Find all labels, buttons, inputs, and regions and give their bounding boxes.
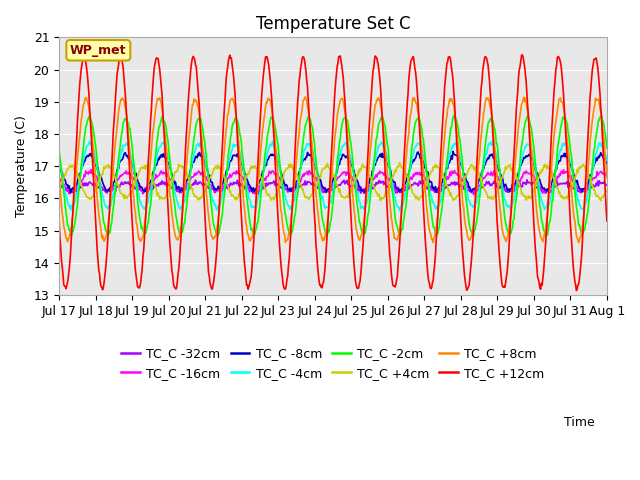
Line: TC_C -2cm: TC_C -2cm — [59, 115, 607, 237]
TC_C -32cm — [603, 182, 611, 188]
TC_C -16cm — [401, 185, 409, 191]
TC_C -8cm — [207, 179, 214, 184]
TC_C -4cm — [55, 159, 63, 165]
TC_C -32cm — [523, 177, 531, 183]
TC_C -8cm — [65, 183, 73, 189]
TC_C -8cm — [55, 160, 63, 166]
TC_C -2cm — [415, 117, 423, 122]
TC_C +4cm — [417, 195, 424, 201]
TC_C -4cm — [603, 157, 611, 163]
TC_C -16cm — [87, 167, 95, 172]
TC_C -32cm — [55, 181, 63, 187]
TC_C +8cm — [122, 106, 129, 112]
TC_C +12cm — [518, 52, 526, 58]
Line: TC_C +4cm: TC_C +4cm — [59, 163, 607, 201]
TC_C -32cm — [399, 189, 407, 194]
TC_C -8cm — [449, 149, 457, 155]
TC_C +4cm — [122, 195, 129, 201]
TC_C -4cm — [178, 204, 186, 209]
Y-axis label: Temperature (C): Temperature (C) — [15, 115, 28, 217]
TC_C -32cm — [470, 192, 477, 197]
TC_C -4cm — [207, 186, 214, 192]
Line: TC_C +8cm: TC_C +8cm — [59, 97, 607, 242]
TC_C +4cm — [597, 198, 605, 204]
TC_C -4cm — [396, 208, 403, 214]
TC_C -2cm — [603, 145, 611, 151]
TC_C -8cm — [603, 160, 611, 166]
TC_C -8cm — [122, 153, 130, 158]
TC_C -32cm — [122, 180, 129, 185]
TC_C -8cm — [67, 190, 74, 195]
TC_C -32cm — [177, 190, 185, 195]
TC_C +12cm — [177, 233, 185, 239]
TC_C -16cm — [207, 182, 214, 188]
TC_C +4cm — [55, 188, 63, 194]
TC_C -4cm — [401, 192, 409, 198]
TC_C -8cm — [178, 185, 186, 191]
TC_C -2cm — [206, 191, 214, 196]
TC_C +12cm — [415, 125, 423, 131]
TC_C +8cm — [401, 180, 408, 185]
TC_C +12cm — [55, 218, 63, 224]
TC_C -16cm — [603, 173, 611, 179]
TC_C -2cm — [542, 234, 550, 240]
TC_C +8cm — [603, 175, 611, 180]
TC_C -4cm — [65, 203, 73, 208]
TC_C +8cm — [177, 223, 185, 229]
TC_C +4cm — [177, 163, 185, 168]
Line: TC_C +12cm: TC_C +12cm — [59, 55, 607, 290]
Line: TC_C -16cm: TC_C -16cm — [59, 169, 607, 193]
TC_C -2cm — [122, 116, 129, 122]
TC_C +12cm — [573, 288, 580, 293]
TC_C +12cm — [122, 93, 129, 99]
Line: TC_C -32cm: TC_C -32cm — [59, 180, 607, 194]
TC_C -16cm — [55, 174, 63, 180]
TC_C -4cm — [122, 141, 130, 147]
TC_C -2cm — [524, 112, 531, 118]
TC_C +4cm — [65, 164, 73, 169]
TC_C -2cm — [55, 148, 63, 154]
TC_C -32cm — [65, 191, 73, 196]
TC_C +4cm — [206, 176, 214, 181]
Text: WP_met: WP_met — [70, 44, 127, 57]
TC_C -16cm — [417, 170, 425, 176]
TC_C -32cm — [206, 185, 214, 191]
TC_C +8cm — [417, 128, 424, 134]
TC_C +4cm — [396, 160, 403, 166]
TC_C -2cm — [399, 218, 407, 224]
TC_C +12cm — [603, 218, 611, 224]
TC_C +12cm — [65, 267, 73, 273]
TC_C -16cm — [65, 189, 73, 195]
TC_C -2cm — [65, 227, 73, 232]
TC_C +4cm — [603, 188, 611, 193]
TC_C -4cm — [86, 138, 93, 144]
TC_C +12cm — [206, 280, 214, 286]
TC_C +4cm — [401, 168, 408, 173]
TC_C +8cm — [55, 175, 63, 181]
TC_C -16cm — [178, 188, 186, 194]
TC_C -8cm — [401, 183, 408, 189]
TC_C -16cm — [251, 191, 259, 196]
TC_C +8cm — [301, 94, 309, 100]
TC_C -32cm — [415, 179, 423, 184]
Legend: TC_C -32cm, TC_C -16cm, TC_C -8cm, TC_C -4cm, TC_C -2cm, TC_C +4cm, TC_C +8cm, T: TC_C -32cm, TC_C -16cm, TC_C -8cm, TC_C … — [116, 342, 550, 384]
TC_C -8cm — [417, 156, 424, 161]
Line: TC_C -8cm: TC_C -8cm — [59, 152, 607, 192]
TC_C +8cm — [575, 240, 582, 245]
TC_C -16cm — [122, 168, 130, 174]
TC_C +8cm — [206, 224, 214, 229]
TC_C +12cm — [399, 170, 407, 176]
TC_C -2cm — [177, 230, 185, 236]
TC_C +8cm — [65, 235, 73, 240]
Text: Time: Time — [564, 416, 595, 429]
Title: Temperature Set C: Temperature Set C — [256, 15, 410, 33]
TC_C -4cm — [417, 144, 425, 149]
Line: TC_C -4cm: TC_C -4cm — [59, 141, 607, 211]
